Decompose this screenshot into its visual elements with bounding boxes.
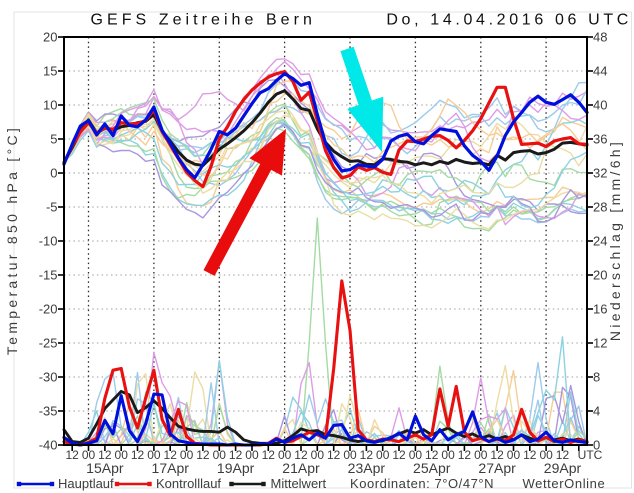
svg-text:23Apr: 23Apr — [348, 460, 386, 476]
svg-text:00: 00 — [147, 448, 161, 462]
svg-text:Koordinaten: 7°O/47°N: Koordinaten: 7°O/47°N — [350, 476, 494, 491]
svg-text:00: 00 — [213, 448, 227, 462]
svg-text:36: 36 — [593, 132, 607, 147]
svg-text:16: 16 — [593, 302, 607, 317]
svg-text:12: 12 — [556, 448, 570, 462]
svg-text:12: 12 — [490, 448, 504, 462]
svg-text:24: 24 — [593, 234, 607, 249]
svg-text:12: 12 — [131, 448, 145, 462]
svg-text:-20: -20 — [39, 302, 58, 317]
svg-text:00: 00 — [409, 448, 423, 462]
svg-text:44: 44 — [593, 64, 607, 79]
svg-text:10: 10 — [43, 98, 57, 113]
svg-text:15Apr: 15Apr — [86, 460, 124, 476]
svg-text:Hauptlauf: Hauptlauf — [58, 476, 114, 491]
svg-text:0: 0 — [593, 438, 600, 453]
svg-text:00: 00 — [278, 448, 292, 462]
svg-text:00: 00 — [507, 448, 521, 462]
svg-text:12: 12 — [360, 448, 374, 462]
svg-text:40: 40 — [593, 98, 607, 113]
svg-text:Temperatur 850 hPa [°C]: Temperatur 850 hPa [°C] — [4, 125, 20, 355]
svg-text:-30: -30 — [39, 370, 58, 385]
svg-text:12: 12 — [262, 448, 276, 462]
svg-text:29Apr: 29Apr — [544, 460, 582, 476]
svg-text:-25: -25 — [39, 336, 58, 351]
svg-text:12: 12 — [196, 448, 210, 462]
svg-text:12: 12 — [523, 448, 537, 462]
svg-text:28: 28 — [593, 200, 607, 215]
svg-text:00: 00 — [311, 448, 325, 462]
svg-text:5: 5 — [50, 132, 57, 147]
svg-text:-10: -10 — [39, 234, 58, 249]
svg-text:-35: -35 — [39, 404, 58, 419]
svg-text:20: 20 — [593, 268, 607, 283]
svg-text:12: 12 — [425, 448, 439, 462]
svg-text:12: 12 — [294, 448, 308, 462]
svg-text:20: 20 — [43, 30, 57, 45]
svg-text:00: 00 — [376, 448, 390, 462]
svg-text:12: 12 — [164, 448, 178, 462]
svg-text:00: 00 — [245, 448, 259, 462]
svg-text:15: 15 — [43, 64, 57, 79]
svg-text:-40: -40 — [39, 438, 58, 453]
svg-text:27Apr: 27Apr — [478, 460, 516, 476]
svg-text:48: 48 — [593, 30, 607, 45]
svg-text:12: 12 — [229, 448, 243, 462]
svg-text:Do, 14.04.2016 06 UTC: Do, 14.04.2016 06 UTC — [386, 12, 632, 29]
svg-text:00: 00 — [343, 448, 357, 462]
svg-text:00: 00 — [180, 448, 194, 462]
svg-text:21Apr: 21Apr — [282, 460, 320, 476]
svg-text:12: 12 — [98, 448, 112, 462]
svg-text:00: 00 — [82, 448, 96, 462]
svg-text:Kontrolllauf: Kontrolllauf — [156, 476, 221, 491]
svg-text:GEFS Zeitreihe Bern: GEFS Zeitreihe Bern — [91, 12, 316, 29]
svg-text:12: 12 — [458, 448, 472, 462]
svg-text:8: 8 — [593, 370, 600, 385]
svg-text:17Apr: 17Apr — [152, 460, 190, 476]
svg-text:UTC: UTC — [578, 448, 603, 462]
svg-text:4: 4 — [593, 404, 600, 419]
svg-text:32: 32 — [593, 166, 607, 181]
svg-text:-15: -15 — [39, 268, 58, 283]
svg-text:12: 12 — [65, 448, 79, 462]
svg-text:00: 00 — [474, 448, 488, 462]
svg-text:25Apr: 25Apr — [413, 460, 451, 476]
svg-text:0: 0 — [50, 166, 57, 181]
svg-text:12: 12 — [327, 448, 341, 462]
svg-text:12: 12 — [593, 336, 607, 351]
svg-text:WetterOnline: WetterOnline — [523, 476, 606, 491]
svg-text:12: 12 — [392, 448, 406, 462]
svg-text:-5: -5 — [46, 200, 58, 215]
svg-text:00: 00 — [441, 448, 455, 462]
svg-text:00: 00 — [115, 448, 129, 462]
svg-text:00: 00 — [539, 448, 553, 462]
svg-text:19Apr: 19Apr — [217, 460, 255, 476]
svg-text:Mittelwert: Mittelwert — [271, 476, 327, 491]
svg-text:Niederschlag [mm/6h]: Niederschlag [mm/6h] — [607, 139, 623, 341]
